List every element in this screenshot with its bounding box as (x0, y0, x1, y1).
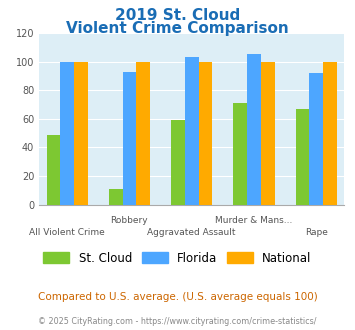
Text: Aggravated Assault: Aggravated Assault (147, 228, 236, 237)
Bar (109, 189, 122, 205)
Legend: St. Cloud, Florida, National: St. Cloud, Florida, National (39, 247, 316, 269)
Bar (198, 62, 212, 205)
Bar (310, 73, 323, 205)
Text: © 2025 CityRating.com - https://www.cityrating.com/crime-statistics/: © 2025 CityRating.com - https://www.city… (38, 317, 317, 326)
Bar (60, 62, 74, 205)
Bar (47, 135, 60, 205)
Text: Murder & Mans...: Murder & Mans... (215, 216, 293, 225)
Text: Compared to U.S. average. (U.S. average equals 100): Compared to U.S. average. (U.S. average … (38, 292, 317, 302)
Bar (171, 120, 185, 205)
Bar (122, 72, 136, 205)
Text: Rape: Rape (305, 228, 328, 237)
Bar (234, 103, 247, 205)
Bar (74, 62, 88, 205)
Bar (296, 109, 310, 205)
Text: All Violent Crime: All Violent Crime (29, 228, 105, 237)
Text: Violent Crime Comparison: Violent Crime Comparison (66, 21, 289, 36)
Bar (185, 57, 198, 205)
Bar (247, 54, 261, 205)
Bar (136, 62, 150, 205)
Text: 2019 St. Cloud: 2019 St. Cloud (115, 8, 240, 23)
Bar (323, 62, 337, 205)
Bar (261, 62, 274, 205)
Text: Robbery: Robbery (110, 216, 148, 225)
